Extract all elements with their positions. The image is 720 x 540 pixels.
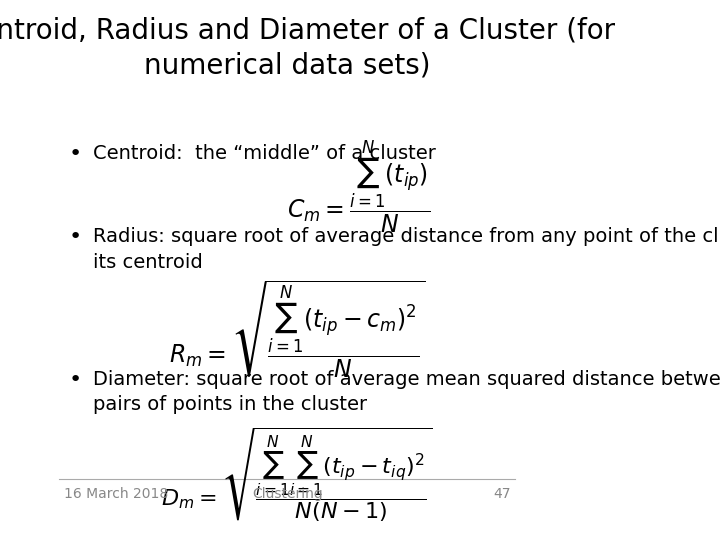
Text: $C_{m}=\dfrac{\sum_{i=1}^{N}(t_{ip})}{N}$: $C_{m}=\dfrac{\sum_{i=1}^{N}(t_{ip})}{N}… bbox=[287, 139, 430, 235]
Text: •: • bbox=[69, 144, 82, 164]
Text: Clustering: Clustering bbox=[252, 487, 323, 501]
Text: $D_{m}=\sqrt{\dfrac{\sum_{i=1}^{N}\sum_{i=1}^{N}(t_{ip}-t_{iq})^{2}}{N(N-1)}}$: $D_{m}=\sqrt{\dfrac{\sum_{i=1}^{N}\sum_{… bbox=[161, 426, 433, 523]
Text: its centroid: its centroid bbox=[93, 253, 202, 272]
Text: Radius: square root of average distance from any point of the cluster to: Radius: square root of average distance … bbox=[93, 227, 720, 246]
Text: pairs of points in the cluster: pairs of points in the cluster bbox=[93, 395, 366, 414]
Text: Diameter: square root of average mean squared distance between all: Diameter: square root of average mean sq… bbox=[93, 370, 720, 389]
Text: •: • bbox=[69, 227, 82, 247]
Text: Centroid:  the “middle” of a cluster: Centroid: the “middle” of a cluster bbox=[93, 144, 436, 163]
Text: Centroid, Radius and Diameter of a Cluster (for
numerical data sets): Centroid, Radius and Diameter of a Clust… bbox=[0, 17, 615, 79]
Text: $R_{m}=\sqrt{\dfrac{\sum_{i=1}^{N}(t_{ip}-c_{m})^{2}}{N}}$: $R_{m}=\sqrt{\dfrac{\sum_{i=1}^{N}(t_{ip… bbox=[169, 278, 425, 380]
Text: •: • bbox=[69, 370, 82, 390]
Text: 47: 47 bbox=[493, 487, 510, 501]
Text: 16 March 2018: 16 March 2018 bbox=[64, 487, 168, 501]
